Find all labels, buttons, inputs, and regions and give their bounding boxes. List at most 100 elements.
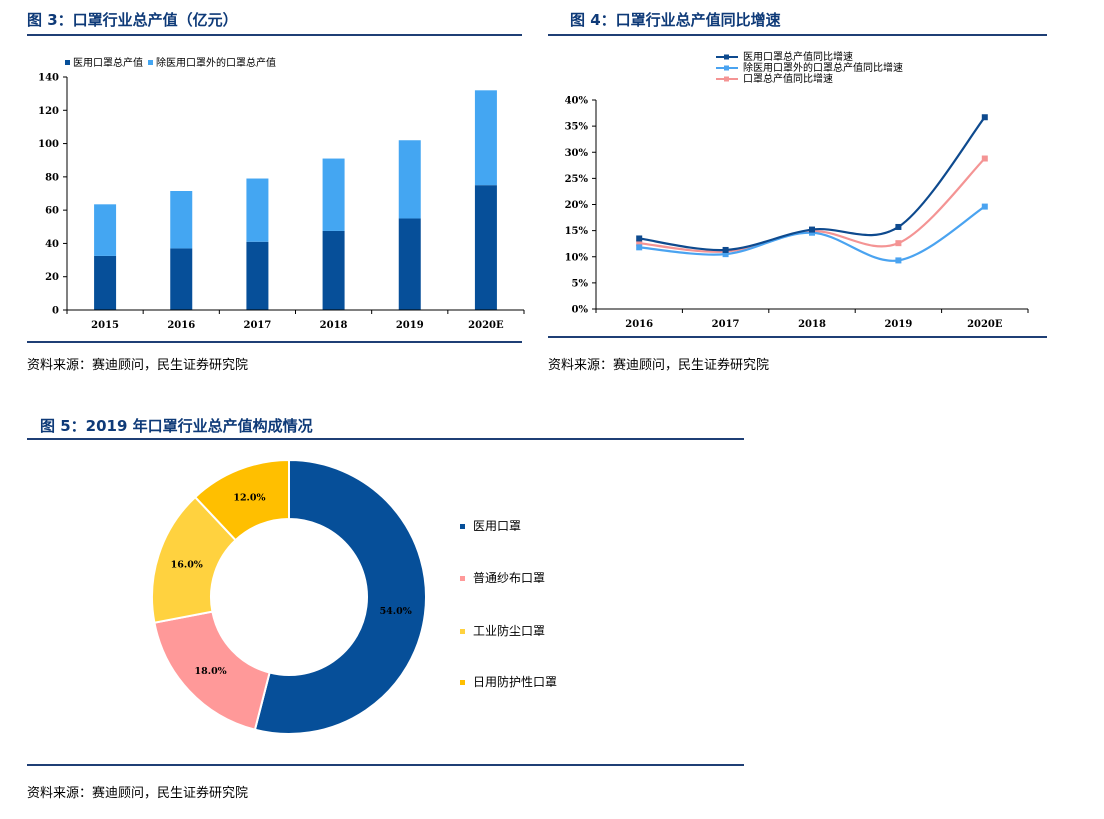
fig4-point-other xyxy=(895,257,902,264)
fig5-slice-medical xyxy=(253,458,427,735)
fig5-legend-item-industrial: 工业防尘口罩 xyxy=(460,622,545,639)
fig5-source: 资料来源：赛迪顾问，民生证券研究院 xyxy=(27,786,249,801)
fig5-legend-item-medical: 医用口罩 xyxy=(460,517,521,534)
fig4-point-medical xyxy=(809,226,815,233)
fig4-legend-marker-total xyxy=(724,76,729,82)
fig3-bar-other xyxy=(246,178,269,242)
fig5-legend-item-gauze: 普通纱布口罩 xyxy=(460,569,545,586)
fig3-y-tick-label: 20 xyxy=(45,272,59,283)
fig3-y-axis: 0 20 40 60 80 100 120 140 xyxy=(38,73,68,317)
fig5-bottom-rule xyxy=(27,764,744,766)
fig5-legend-label-medical: 医用口罩 xyxy=(473,519,522,533)
fig3-x-axis: 2015 2016 2017 2018 2019 2020E xyxy=(66,309,525,331)
fig4-title-rule xyxy=(548,34,1047,36)
fig3-y-tick-label: 40 xyxy=(45,239,59,250)
fig3-bar-other xyxy=(322,158,345,231)
fig3-y-tick-label: 80 xyxy=(45,172,59,183)
fig4-point-medical xyxy=(636,235,643,242)
fig3-bar-medical xyxy=(474,185,497,310)
fig4-y-tick-label: 5% xyxy=(572,278,589,289)
fig3-x-tick-label: 2018 xyxy=(320,320,348,331)
fig3-bar-medical xyxy=(398,218,421,310)
fig3-x-tick-label: 2019 xyxy=(396,320,424,331)
fig3-legend-swatch-other xyxy=(148,60,153,65)
fig4-y-tick-label: 25% xyxy=(565,174,589,185)
fig3-y-tick-label: 0 xyxy=(52,306,59,317)
fig4-y-tick-label: 20% xyxy=(565,200,589,211)
fig5-slice-labels: 54.0% 18.0% 16.0% 12.0% xyxy=(171,493,412,678)
fig5-legend-swatch-medical xyxy=(460,524,465,529)
fig4-legend-label-total: 口罩总产值同比增速 xyxy=(743,72,833,85)
fig5-donut-chart: 54.0% 18.0% 16.0% 12.0% xyxy=(151,458,427,735)
fig3-title: 图 3：口罩行业总产值（亿元） xyxy=(27,11,238,29)
fig5-legend-swatch-daily xyxy=(460,680,465,685)
fig3-y-tick-label: 140 xyxy=(38,73,59,84)
fig4-point-medical xyxy=(981,114,988,121)
fig4-x-axis: 2016 2017 2018 2019 2020E xyxy=(595,308,1029,330)
fig4-point-medical xyxy=(722,246,729,253)
fig3-bottom-rule xyxy=(27,341,522,343)
fig4-title: 图 4：口罩行业总产值同比增速 xyxy=(570,11,781,29)
fig5-slice-label-medical: 54.0% xyxy=(380,606,412,617)
fig4-point-other xyxy=(809,229,815,236)
fig5-slices xyxy=(151,458,427,735)
fig4-x-tick-label: 2020E xyxy=(967,319,1003,330)
fig3-title-rule xyxy=(27,34,522,36)
fig4-x-tick-label: 2018 xyxy=(798,319,826,330)
fig5-legend-item-daily: 日用防护性口罩 xyxy=(460,674,570,691)
fig5-legend-label-industrial: 工业防尘口罩 xyxy=(473,624,546,638)
fig4-y-tick-label: 30% xyxy=(565,148,589,159)
fig3-y-tick-label: 60 xyxy=(45,206,59,217)
fig4-y-tick-label: 10% xyxy=(565,252,589,263)
fig4-legend-marker-other xyxy=(724,65,729,71)
fig3-source: 资料来源：赛迪顾问，民生证券研究院 xyxy=(27,358,249,373)
fig3-x-tick-label: 2020E xyxy=(468,320,504,331)
fig4-source: 资料来源：赛迪顾问，民生证券研究院 xyxy=(548,358,770,373)
fig4-legend-label-medical: 医用口罩总产值同比增速 xyxy=(743,50,853,63)
fig4-point-total xyxy=(981,155,988,162)
fig3-legend-label-other: 除医用口罩外的口罩总产值 xyxy=(156,56,276,69)
fig5-slice-label-industrial: 16.0% xyxy=(171,559,203,570)
fig5-legend-label-daily: 日用防护性口罩 xyxy=(473,675,558,689)
fig4-series-lines xyxy=(636,114,988,264)
fig3-bar-medical xyxy=(246,241,269,310)
fig4-point-other xyxy=(981,203,988,210)
fig5-title: 图 5：2019 年口罩行业总产值构成情况 xyxy=(40,417,313,435)
fig4-legend: 医用口罩总产值同比增速 除医用口罩外的口罩总产值同比增速 口罩总产值同比增速 xyxy=(716,50,903,85)
fig5-legend-swatch-industrial xyxy=(460,629,465,634)
fig3-legend-label-medical: 医用口罩总产值 xyxy=(73,56,143,69)
fig4-point-other xyxy=(636,244,643,251)
fig3-bar-other xyxy=(398,140,421,219)
fig5-legend-label-gauze: 普通纱布口罩 xyxy=(473,571,546,585)
fig5-slice-label-daily: 12.0% xyxy=(233,493,265,504)
fig5-title-rule xyxy=(27,438,744,440)
fig4-point-medical xyxy=(895,223,902,230)
fig4-point-total xyxy=(636,240,643,247)
fig4-x-tick-label: 2016 xyxy=(625,319,653,330)
fig4-y-tick-label: 40% xyxy=(565,96,589,107)
fig3-y-tick-label: 100 xyxy=(38,139,59,150)
fig3-bars xyxy=(94,90,497,310)
fig3-legend: 医用口罩总产值 除医用口罩外的口罩总产值 xyxy=(65,56,276,69)
fig3-legend-swatch-medical xyxy=(65,60,70,65)
fig4-x-tick-label: 2017 xyxy=(712,319,740,330)
fig3-stacked-bar-chart: 医用口罩总产值 除医用口罩外的口罩总产值 020406080100120140 … xyxy=(38,56,525,331)
fig3-x-tick-label: 2017 xyxy=(243,320,271,331)
fig4-point-other xyxy=(722,251,729,258)
fig4-y-tick-label: 0% xyxy=(572,305,589,316)
fig4-y-tick-label: 15% xyxy=(565,226,589,237)
fig5-slice-daily xyxy=(193,458,290,542)
fig4-line-total xyxy=(639,157,986,253)
fig3-y-tick-label: 120 xyxy=(38,106,59,117)
fig3-bar-medical xyxy=(322,230,345,310)
fig3-x-tick-label: 2015 xyxy=(91,320,119,331)
fig3-bar-medical xyxy=(94,255,117,310)
fig4-x-tick-label: 2019 xyxy=(884,319,912,330)
fig4-y-axis: 0% 5% 10% 15% 20% 25% 30% 35% 40% xyxy=(565,96,597,316)
fig4-line-chart: 医用口罩总产值同比增速 除医用口罩外的口罩总产值同比增速 口罩总产值同比增速 0… xyxy=(565,50,1029,330)
fig3-bar-other xyxy=(94,204,117,256)
fig3-bar-other xyxy=(474,90,497,186)
fig4-point-total xyxy=(895,240,902,247)
fig4-legend-marker-medical xyxy=(724,54,729,60)
fig5-legend-swatch-gauze xyxy=(460,576,465,581)
